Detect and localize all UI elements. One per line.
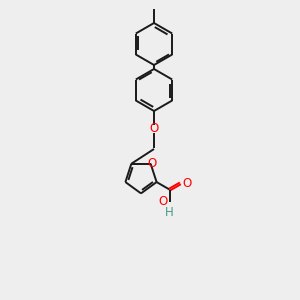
Text: O: O (183, 177, 192, 190)
Text: O: O (159, 195, 168, 208)
Text: H: H (165, 206, 174, 219)
Text: O: O (148, 157, 157, 170)
Text: O: O (149, 122, 159, 136)
